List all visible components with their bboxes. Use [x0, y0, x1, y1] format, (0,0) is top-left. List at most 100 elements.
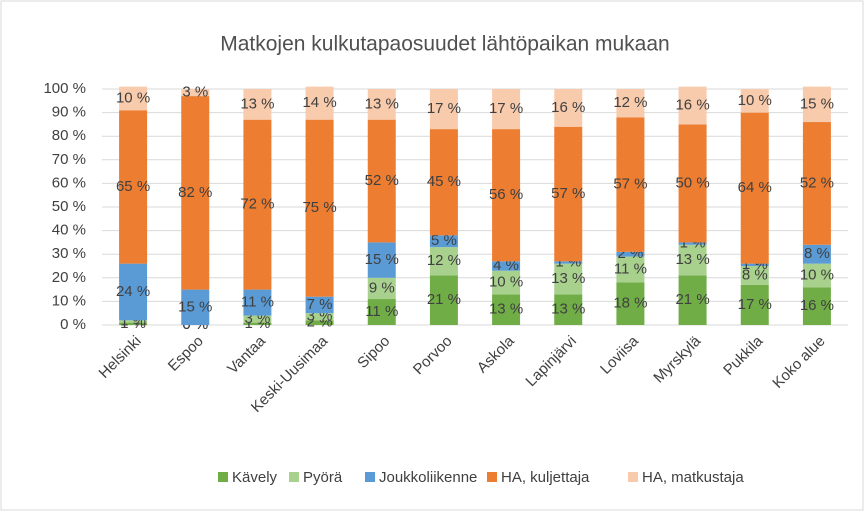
y-tick-label: 80 % [52, 127, 86, 144]
data-label: 13 % [675, 251, 709, 268]
bar-segment [802, 122, 831, 245]
bar-segment [305, 86, 334, 120]
data-label: 5 % [431, 232, 457, 249]
legend-label: HA, kuljettaja [501, 469, 590, 486]
data-label: 50 % [675, 174, 709, 191]
data-label: 8 % [804, 245, 830, 262]
bar-segment [492, 294, 521, 325]
y-tick-label: 100 % [43, 80, 86, 97]
data-label: 8 % [742, 266, 768, 283]
y-tick-label: 10 % [52, 292, 86, 309]
data-label: 13 % [489, 301, 523, 318]
data-label: 13 % [551, 270, 585, 287]
data-label: 16 % [675, 96, 709, 113]
bar-segment [740, 89, 769, 113]
y-tick-label: 30 % [52, 245, 86, 262]
bar-segment [802, 263, 831, 288]
bar-segment [616, 117, 645, 252]
bar-segment [429, 275, 458, 325]
bar-segment [678, 124, 707, 243]
data-label: 17 % [489, 100, 523, 117]
bar-segment [616, 256, 645, 283]
data-label: 3 % [182, 84, 208, 101]
y-tick-label: 60 % [52, 174, 86, 191]
bar-segment [429, 235, 458, 248]
data-label: 17 % [738, 296, 772, 313]
y-tick-label: 0 % [60, 316, 86, 333]
data-label: 10 % [800, 266, 834, 283]
legend-swatch [487, 472, 497, 482]
data-label: 16 % [551, 99, 585, 116]
bar-segment [554, 89, 583, 127]
bar-segment [492, 89, 521, 130]
data-label: 21 % [675, 291, 709, 308]
data-label: 11 % [614, 261, 647, 278]
legend-swatch [628, 472, 638, 482]
bar-segment [367, 242, 396, 278]
data-label: 15 % [178, 298, 212, 315]
y-tick-label: 90 % [52, 104, 86, 121]
data-label: 12 % [427, 252, 461, 269]
bar-segment [305, 119, 334, 297]
data-label: 13 % [240, 95, 274, 112]
y-tick-label: 20 % [52, 269, 86, 286]
bar-segment [367, 119, 396, 243]
bar-segment [678, 242, 707, 245]
bar-segment [740, 284, 769, 325]
data-label: 52 % [365, 172, 399, 189]
bar-segment [678, 86, 707, 125]
data-label: 57 % [613, 176, 647, 193]
legend-swatch [218, 472, 228, 482]
bar-segment [554, 263, 583, 295]
data-label: 17 % [427, 100, 461, 117]
data-label: 45 % [427, 173, 461, 190]
bar-segment [243, 119, 272, 290]
bar-segment [181, 89, 210, 97]
data-label: 75 % [302, 199, 336, 216]
bar-segment [305, 313, 334, 321]
bar-segment [243, 322, 272, 325]
bar-segment [119, 263, 148, 321]
data-label: 24 % [116, 283, 150, 300]
data-label: 21 % [427, 291, 461, 308]
bar-segment [305, 320, 334, 325]
bar-segment [492, 129, 521, 262]
bar-segment [740, 263, 769, 266]
data-label: 13 % [365, 95, 399, 112]
bar-segment [119, 322, 148, 325]
bar-segment [119, 86, 148, 111]
data-label: 18 % [613, 295, 647, 312]
chart-title: Matkojen kulkutapaosuudet lähtöpaikan mu… [220, 33, 669, 56]
bar-segment [429, 129, 458, 236]
data-label: 10 % [489, 273, 523, 290]
legend-label: Kävely [232, 469, 278, 486]
bar-segment [305, 296, 334, 314]
data-label: 11 % [241, 294, 274, 311]
bar-segment [367, 89, 396, 120]
data-label: 7 % [307, 296, 333, 313]
data-label: 72 % [240, 196, 274, 213]
bar-segment [740, 112, 769, 264]
bar-segment [802, 287, 831, 325]
bar-segment [554, 126, 583, 262]
bar-segment [740, 266, 769, 285]
data-label: 14 % [302, 94, 336, 111]
legend-swatch [289, 472, 299, 482]
data-label: 13 % [551, 301, 585, 318]
legend-label: HA, matkustaja [642, 469, 744, 486]
bar-segment [616, 282, 645, 325]
data-label: 65 % [116, 178, 150, 195]
bar-segment [243, 315, 272, 323]
bar-segment [802, 244, 831, 264]
data-label: 16 % [800, 297, 834, 314]
bar-segment [802, 86, 831, 123]
data-label: 64 % [738, 179, 772, 196]
data-label: 10 % [116, 89, 150, 106]
data-label: 15 % [800, 95, 834, 112]
bar-segment [119, 320, 148, 323]
bar-segment [492, 261, 521, 271]
data-label: 56 % [489, 186, 523, 203]
y-tick-label: 50 % [52, 198, 86, 215]
bar-segment [367, 277, 396, 300]
